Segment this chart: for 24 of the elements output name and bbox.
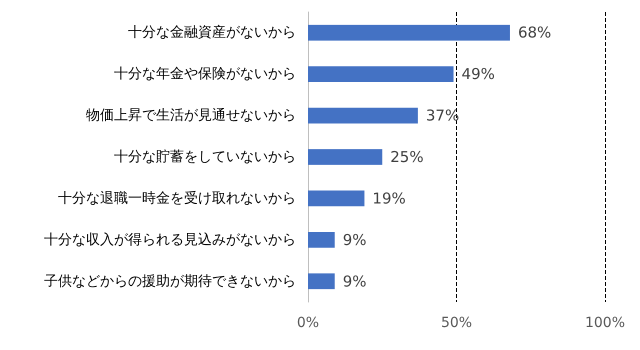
x-tick-label: 50% (440, 315, 472, 331)
bar (308, 232, 335, 248)
bar (308, 149, 382, 165)
bar (308, 273, 335, 290)
data-label: 49% (462, 65, 495, 84)
data-label: 37% (426, 106, 460, 125)
bar (308, 66, 454, 82)
data-label: 19% (372, 189, 406, 208)
bar (308, 108, 418, 124)
x-tick-label: 0% (296, 315, 320, 331)
bar (308, 190, 364, 206)
y-tick-label: 十分な金融資産がないから (128, 24, 296, 41)
data-label: 9% (342, 272, 367, 290)
y-tick-label: 十分な年金や保険がないから (114, 66, 296, 82)
y-tick-label: 十分な退職一時金を受け取れないから (58, 190, 296, 206)
y-tick-label: 物価上昇で生活が見通せないから (86, 108, 296, 124)
bar (308, 24, 510, 41)
y-tick-label: 十分な収入が得られる見込みがないから (44, 232, 296, 248)
data-label: 9% (342, 230, 367, 249)
data-label: 25% (390, 148, 424, 166)
y-tick-label: 十分な貯蓄をしていないから (114, 149, 296, 165)
y-tick-label: 子供などからの援助が期待できないから (44, 273, 296, 290)
x-tick-label: 100% (584, 315, 626, 331)
data-label: 68% (518, 24, 552, 42)
